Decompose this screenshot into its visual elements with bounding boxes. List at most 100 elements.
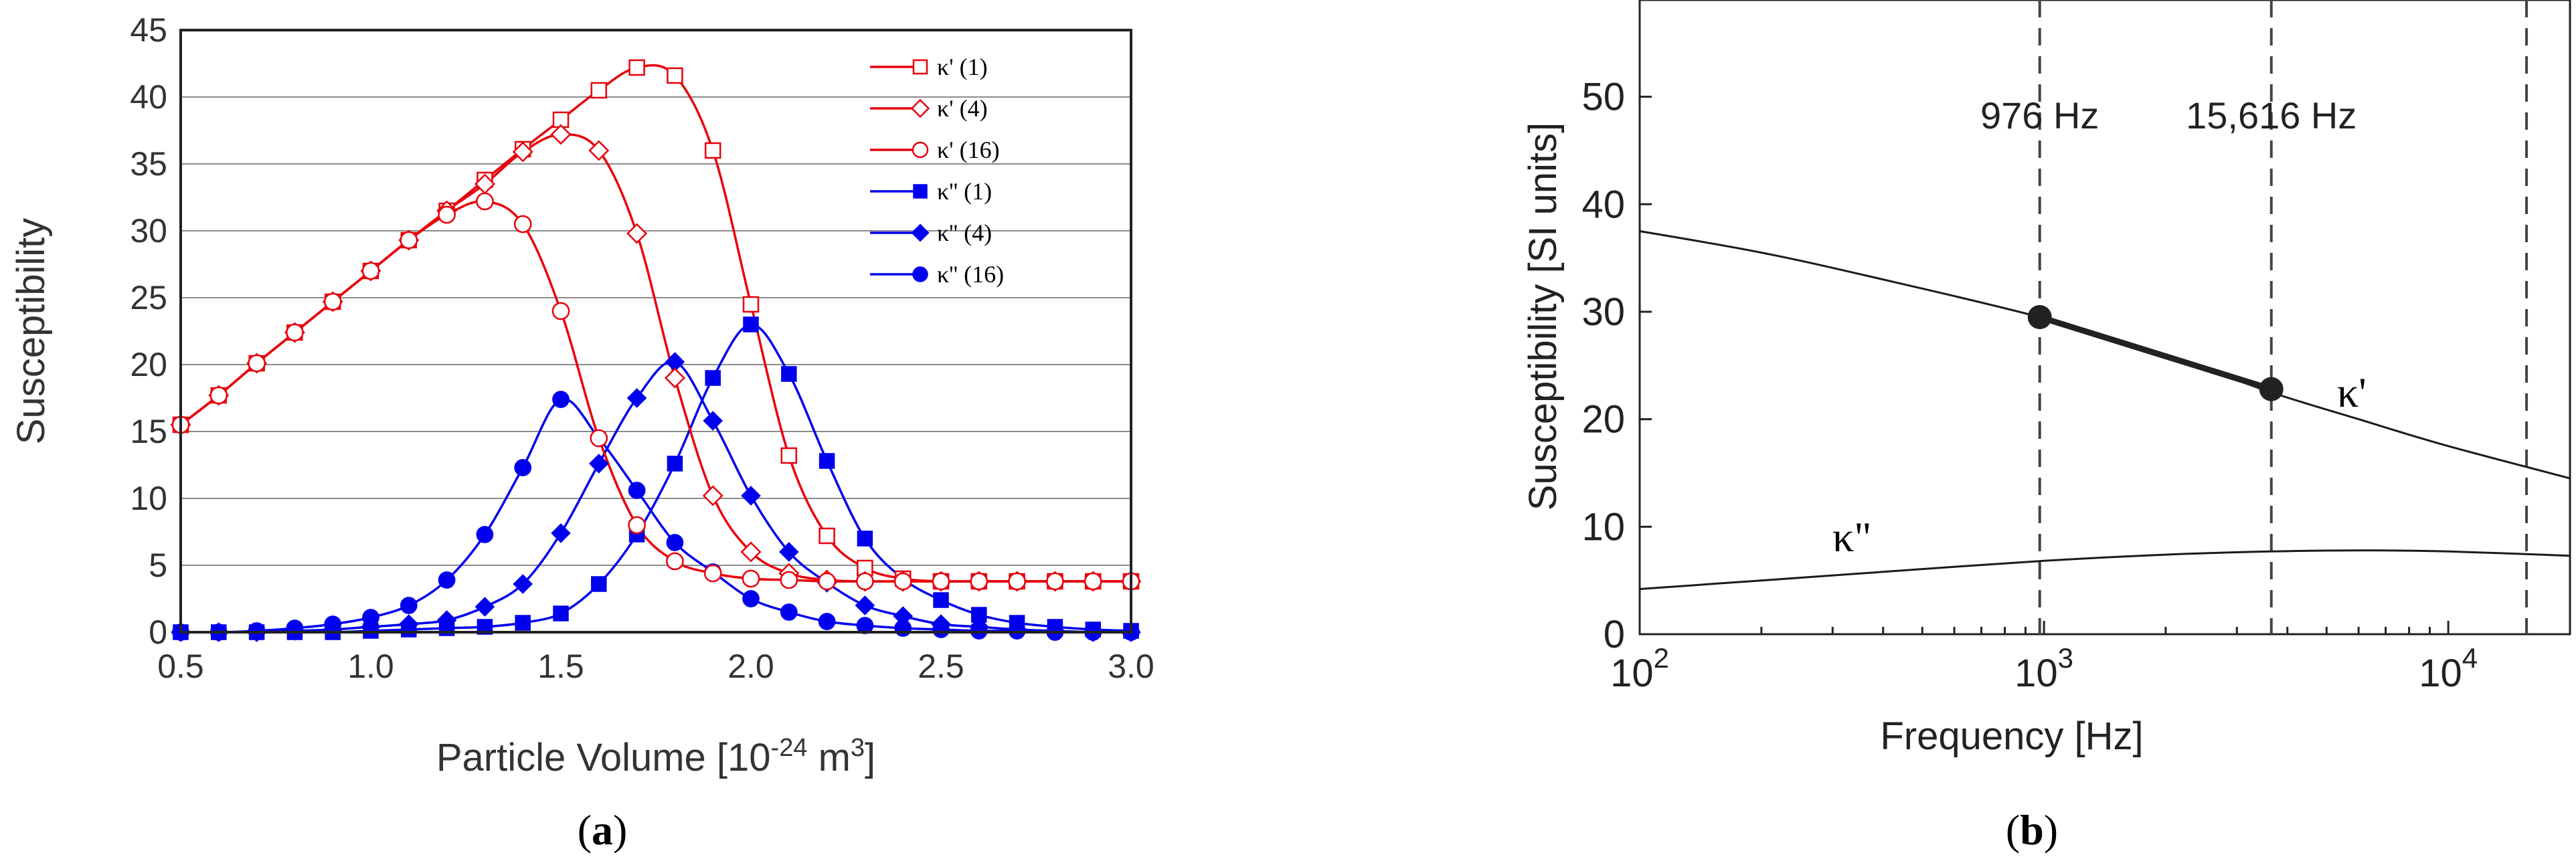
point-16-15 bbox=[742, 569, 760, 588]
point-16-18 bbox=[856, 617, 874, 634]
point-16-8 bbox=[476, 526, 494, 543]
x-title-main: Particle Volume [10 bbox=[436, 736, 771, 779]
point-1-15 bbox=[742, 296, 760, 313]
y-tick-b-20: 20 bbox=[1581, 398, 1625, 442]
point-16-13 bbox=[666, 552, 684, 571]
legend-label-1: κ' (1) bbox=[937, 54, 988, 80]
x-tick-b-10-2: 102 bbox=[1610, 642, 1669, 695]
highlight-point-1 bbox=[2259, 377, 2284, 401]
panel-b-letter: b bbox=[2020, 806, 2044, 854]
point-16-6 bbox=[400, 231, 418, 250]
point-4-14 bbox=[703, 411, 723, 431]
chart-b-y-ticks: 0 10 20 30 40 50 bbox=[1581, 76, 1652, 656]
point-16-1 bbox=[209, 386, 228, 405]
x-title-unit-exponent: 3 bbox=[851, 734, 865, 762]
point-4-14 bbox=[702, 485, 723, 506]
point-4-16 bbox=[778, 542, 799, 562]
x-tick-1.0: 1.0 bbox=[347, 648, 394, 685]
chart-a-x-axis-title: Particle Volume [10-24 m3] bbox=[436, 734, 875, 779]
chart-a-plot-background bbox=[181, 30, 1131, 632]
x-tick-b-10-4: 104 bbox=[2419, 642, 2478, 695]
y-tick-15: 15 bbox=[130, 413, 167, 450]
y-tick-b-50: 50 bbox=[1581, 76, 1625, 119]
point-1-10 bbox=[553, 605, 569, 621]
point-16-5 bbox=[362, 609, 379, 626]
y-tick-25: 25 bbox=[130, 279, 167, 316]
point-1-14 bbox=[704, 142, 721, 159]
point-1-14 bbox=[705, 370, 721, 386]
legend-marker-1 bbox=[912, 59, 928, 75]
y-tick-45: 45 bbox=[130, 11, 167, 49]
frequency-label-15-616-hz: 15,616 Hz bbox=[2186, 94, 2356, 136]
point-1-16 bbox=[780, 447, 798, 464]
chart-b-curves bbox=[1639, 230, 2571, 590]
y-tick-b-40: 40 bbox=[1581, 183, 1625, 226]
panel-label-a: (a) bbox=[578, 806, 628, 854]
point-1-13 bbox=[667, 456, 683, 472]
x-tick-exponent: 4 bbox=[2462, 642, 2478, 674]
point-16-7 bbox=[438, 205, 456, 224]
point-16-3 bbox=[286, 323, 304, 342]
legend-marker-1 bbox=[913, 184, 928, 199]
y-tick-20: 20 bbox=[130, 346, 167, 383]
point-16-20 bbox=[932, 572, 950, 591]
point-16-8 bbox=[476, 192, 494, 211]
point-4-12 bbox=[626, 223, 648, 244]
point-1-11 bbox=[591, 576, 607, 592]
x-tick-2.5: 2.5 bbox=[918, 648, 964, 685]
chart-b-y-axis-title: Susceptibility [SI units] bbox=[1521, 122, 1565, 510]
panel-a-open: ( bbox=[578, 806, 592, 854]
panel-b-close: ) bbox=[2044, 806, 2058, 854]
point-1-17 bbox=[819, 527, 835, 545]
point-4-9 bbox=[512, 141, 533, 163]
x-tick-2.0: 2.0 bbox=[727, 648, 774, 685]
y-tick-0: 0 bbox=[149, 613, 167, 651]
point-16-20 bbox=[932, 621, 950, 638]
point-16-16 bbox=[780, 571, 798, 589]
point-16-4 bbox=[324, 615, 342, 633]
point-16-9 bbox=[513, 215, 532, 233]
legend-marker-16 bbox=[912, 141, 929, 159]
point-16-17 bbox=[818, 572, 836, 591]
point-4-12 bbox=[626, 388, 647, 408]
chart-a-legend: κ' (1) κ' (4) κ' (16) κ'' (1) κ'' (4) κ'' (16… bbox=[870, 54, 1004, 288]
point-4-10 bbox=[550, 124, 572, 145]
highlight-point-0 bbox=[2027, 305, 2052, 329]
point-4-15 bbox=[741, 486, 761, 506]
chart-a: 0 5 10 15 20 25 30 35 40 45 0.5 1.0 1.5 2.0 2.5 3.0 Su… bbox=[9, 11, 1154, 854]
kappa-double-prime-label: κ" bbox=[1832, 513, 1871, 561]
x-tick-3.0: 3.0 bbox=[1108, 648, 1154, 685]
x-tick-1.5: 1.5 bbox=[537, 648, 584, 685]
legend-label-1: κ'' (1) bbox=[937, 178, 992, 205]
legend-label-4: κ' (4) bbox=[937, 95, 988, 122]
y-tick-40: 40 bbox=[130, 78, 167, 116]
y-tick-b-0: 0 bbox=[1604, 613, 1625, 656]
legend-marker-4 bbox=[911, 223, 930, 242]
chart-a-y-ticks: 0 5 10 15 20 25 30 35 40 45 bbox=[130, 11, 167, 651]
point-1-13 bbox=[667, 67, 683, 84]
frequency-label-976-hz: 976 Hz bbox=[1980, 94, 2099, 136]
point-4-7 bbox=[436, 610, 457, 630]
curve-kappa-prime bbox=[1639, 230, 2571, 480]
x-title-close: ] bbox=[865, 736, 875, 779]
point-4-15 bbox=[740, 541, 762, 563]
point-16-23 bbox=[1046, 572, 1064, 591]
panel-label-b: (b) bbox=[2006, 806, 2058, 854]
chart-b-x-axis-title: Frequency [Hz] bbox=[1880, 714, 2143, 758]
point-16-15 bbox=[742, 590, 760, 607]
legend-label-16: κ' (16) bbox=[937, 136, 1000, 163]
point-16-22 bbox=[1008, 572, 1026, 591]
point-16-12 bbox=[628, 482, 646, 499]
point-16-9 bbox=[514, 459, 532, 476]
point-16-17 bbox=[818, 613, 836, 630]
y-tick-10: 10 bbox=[130, 480, 167, 517]
point-1-8 bbox=[477, 619, 493, 635]
chart-a-markers bbox=[170, 59, 1142, 642]
point-16-16 bbox=[780, 603, 798, 621]
point-1-17 bbox=[819, 453, 835, 469]
x-tick-base: 10 bbox=[1610, 652, 1654, 695]
point-16-12 bbox=[628, 516, 646, 535]
curve-kappa-double-prime bbox=[1639, 549, 2571, 590]
